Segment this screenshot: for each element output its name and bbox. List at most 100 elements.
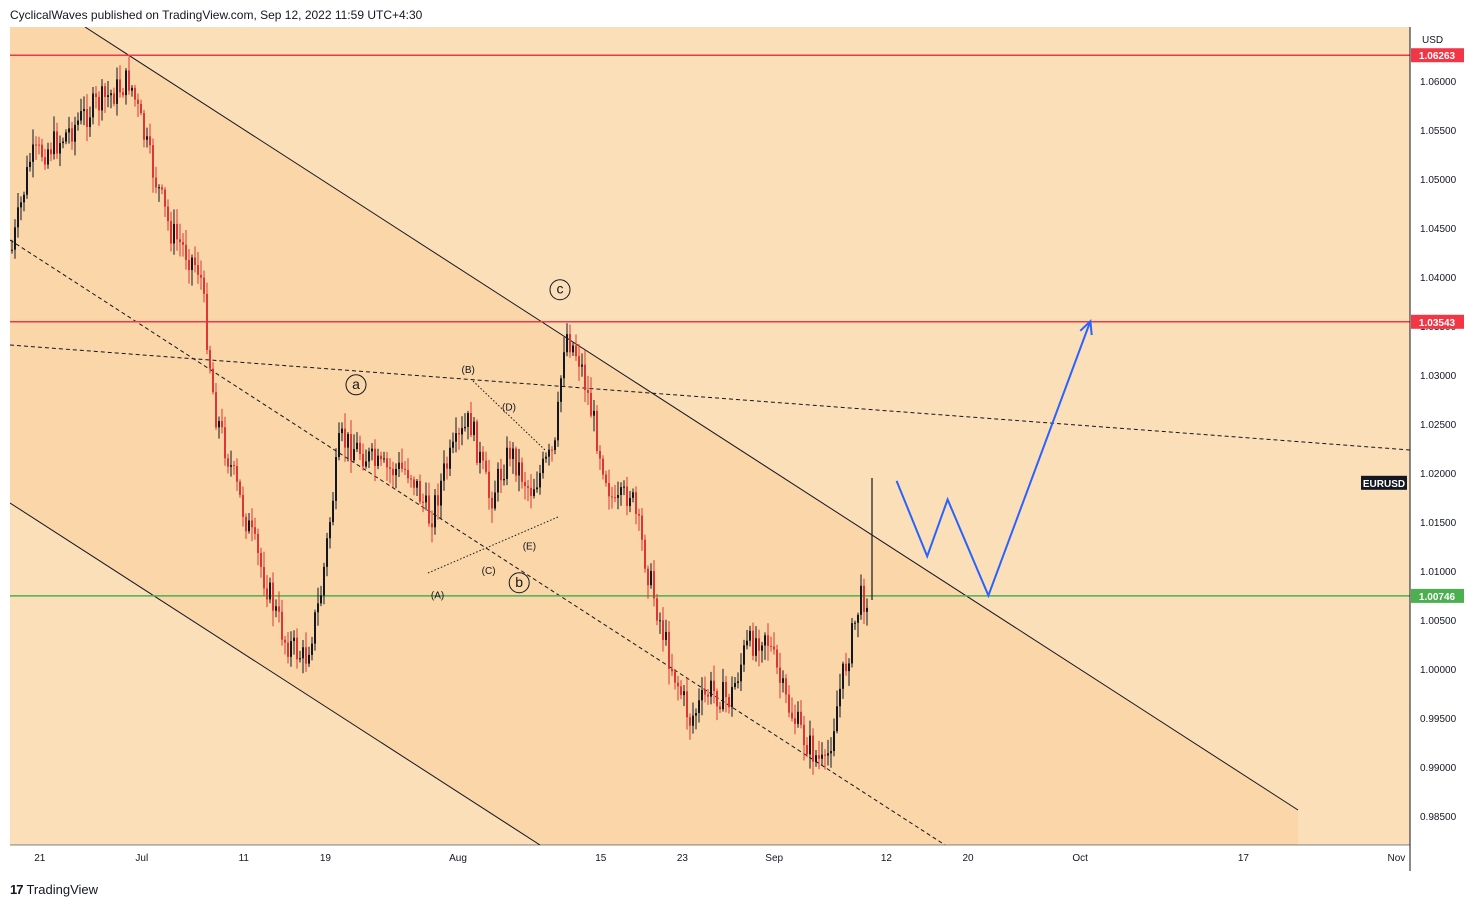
- symbol-tag: [1361, 475, 1407, 490]
- candle-body: [29, 161, 31, 168]
- candle-body: [830, 751, 832, 754]
- footer-brand: TradingView: [26, 881, 99, 897]
- time-tick-label: 17: [1238, 853, 1250, 864]
- candle-body: [350, 434, 352, 461]
- candle-body: [500, 468, 502, 481]
- triangle-upper-leg[interactable]: [472, 380, 546, 451]
- candle-body: [164, 189, 166, 207]
- candle-body: [827, 753, 829, 756]
- candle-body: [431, 523, 433, 528]
- candle-body: [35, 144, 37, 146]
- candle-body: [140, 103, 142, 114]
- wave-label: (B): [462, 365, 475, 376]
- long-term-dashed-trendline[interactable]: [10, 344, 1410, 451]
- candle-body: [683, 691, 685, 696]
- candle-body: [32, 144, 34, 162]
- candle-body: [200, 274, 202, 278]
- candle-body: [584, 364, 586, 391]
- candle-body: [842, 663, 844, 689]
- candle-body: [854, 622, 856, 624]
- candle-body: [83, 109, 85, 112]
- price-tick-label: 1.04000: [1420, 273, 1457, 284]
- candle-body: [506, 447, 508, 480]
- candle-body: [716, 691, 718, 707]
- candle-body: [290, 641, 292, 657]
- candle-body: [389, 467, 391, 469]
- candle-body: [80, 111, 82, 121]
- candle-body: [194, 257, 196, 265]
- channel-upper-line[interactable]: [84, 27, 1299, 811]
- candle-body: [674, 671, 676, 683]
- candle-body: [26, 167, 28, 195]
- candle-body: [191, 257, 193, 271]
- candle-body: [407, 469, 409, 479]
- candle-body: [590, 392, 592, 416]
- candle-body: [749, 630, 751, 641]
- candle-body: [47, 149, 49, 165]
- candle-body: [344, 428, 346, 448]
- candle-body: [383, 458, 385, 460]
- candle-body: [437, 495, 439, 506]
- time-tick-label: 23: [677, 853, 689, 864]
- price-level-tag-label: 1.03543: [1419, 318, 1456, 329]
- candle-body: [380, 455, 382, 460]
- candle-body: [629, 497, 631, 507]
- price-tags-group: 1.06263 1.03543 1.00746 EURUSD: [1361, 48, 1464, 603]
- candle-body: [419, 481, 421, 502]
- candle-body: [410, 478, 412, 480]
- candle-body: [302, 647, 304, 659]
- candle-body: [146, 136, 148, 140]
- candle-body: [719, 706, 721, 710]
- candle-body: [776, 649, 778, 668]
- candle-body: [605, 474, 607, 483]
- candle-body: [128, 70, 130, 91]
- wave-label: (A): [431, 591, 444, 602]
- candle-body: [356, 442, 358, 450]
- candle-body: [833, 731, 835, 752]
- candle-body: [50, 149, 52, 155]
- projected-wave-path[interactable]: [895, 320, 1092, 599]
- candle-body: [527, 486, 529, 488]
- candle-body: [635, 492, 637, 514]
- candle-body: [401, 462, 403, 469]
- price-tick-label: 1.05000: [1420, 175, 1457, 186]
- candle-body: [497, 468, 499, 493]
- candle-body: [602, 458, 604, 475]
- candle-body: [110, 93, 112, 96]
- triangle-lower-leg[interactable]: [427, 516, 559, 574]
- price-tick-label: 1.01500: [1420, 518, 1457, 529]
- candle-body: [452, 441, 454, 448]
- candle-body: [227, 458, 229, 467]
- candle-body: [398, 462, 400, 469]
- channel-midline[interactable]: [10, 239, 946, 845]
- tradingview-logo-icon: 17: [10, 881, 24, 897]
- candle-body: [359, 442, 361, 454]
- candle-body: [212, 368, 214, 393]
- candle-body: [518, 462, 520, 476]
- time-tick-label: 19: [320, 853, 332, 864]
- candle-body: [119, 79, 121, 93]
- candle-body: [464, 426, 466, 429]
- publisher-caption: CyclicalWaves published on TradingView.c…: [10, 8, 423, 22]
- candle-body: [311, 643, 313, 655]
- price-level-tag: [1411, 588, 1464, 603]
- candle-body: [98, 96, 100, 111]
- candle-body: [17, 207, 19, 228]
- channel-lower-line[interactable]: [10, 502, 541, 845]
- candle-body: [341, 428, 343, 434]
- candle-body: [791, 712, 793, 719]
- candle-body: [710, 680, 712, 697]
- candle-body: [221, 421, 223, 428]
- candle-body: [305, 647, 307, 664]
- candle-body: [86, 109, 88, 128]
- candle-body: [839, 688, 841, 707]
- candle-body: [296, 637, 298, 660]
- candle-body: [287, 642, 289, 657]
- tradingview-footer[interactable]: 17 TradingView: [10, 880, 98, 898]
- candle-body: [491, 497, 493, 509]
- candle-body: [53, 131, 55, 155]
- candle-body: [698, 700, 700, 713]
- candle-body: [323, 566, 325, 596]
- symbol-tag-label: EURUSD: [1363, 479, 1405, 490]
